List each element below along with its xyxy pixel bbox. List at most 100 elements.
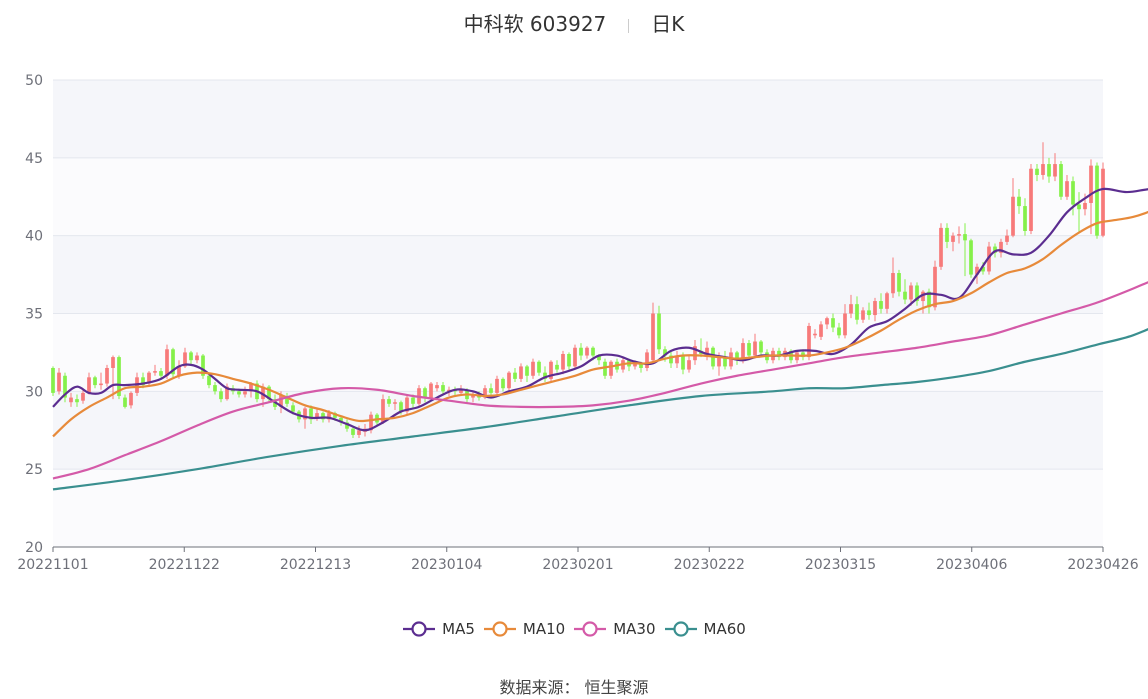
candle-body [597, 355, 601, 361]
candle-body [555, 364, 559, 370]
candle-body [345, 422, 349, 429]
candle-body [531, 361, 535, 376]
candle-body [705, 347, 709, 354]
candle-body [519, 366, 523, 379]
candle-body [957, 234, 961, 236]
candle-body [321, 413, 325, 420]
y-tick-label: 35 [25, 307, 43, 323]
candlestick-chart: 20 25 30 35 40 45 50 20221101 20221122 20221213 20… [17, 73, 1148, 573]
candle-body [867, 310, 871, 316]
candle-body [1101, 168, 1105, 236]
candle-body [291, 405, 295, 412]
candle-body [969, 240, 973, 275]
stock-name-code: 中科软 603927 [463, 12, 607, 36]
candle-body [111, 357, 115, 368]
candle-body [855, 304, 859, 320]
candle-body [435, 385, 439, 389]
candle-body [1041, 164, 1045, 175]
candle-body [669, 355, 673, 364]
x-tick-label: 20230315 [805, 557, 876, 573]
plot-band [53, 391, 1103, 470]
legend-label: MA10 [522, 620, 566, 638]
y-tick-label: 25 [25, 462, 43, 478]
candle-body [921, 291, 925, 302]
candle-body [825, 318, 829, 325]
candle-body [651, 313, 655, 361]
legend-line-circle-icon [574, 621, 607, 637]
candle-body [975, 266, 979, 275]
candle-body [303, 408, 307, 420]
candle-body [1005, 235, 1009, 242]
x-tick-label: 20221213 [280, 557, 351, 573]
candle-body [543, 372, 547, 379]
candle-body [831, 318, 835, 328]
candle-body [885, 293, 889, 309]
candle-body [423, 388, 427, 398]
candle-body [399, 402, 403, 412]
candle-body [753, 341, 757, 356]
candle-body [897, 273, 901, 292]
period-label: 日K [651, 12, 685, 36]
candle-body [411, 397, 415, 404]
candle-body [1059, 164, 1063, 197]
candle-body [105, 367, 109, 384]
candle-body [177, 366, 181, 376]
y-tick-label: 30 [25, 384, 43, 400]
candle-body [927, 291, 931, 308]
candle-body [633, 363, 637, 367]
candle-body [81, 392, 85, 401]
candle-body [507, 372, 511, 389]
x-tick-label: 20221101 [17, 557, 88, 573]
candle-body [909, 285, 913, 300]
candle-body [285, 396, 289, 404]
candle-body [471, 394, 475, 398]
candle-body [141, 377, 145, 386]
candle-body [687, 360, 691, 370]
ma-line-ma60 [52, 328, 1148, 491]
candle-body [183, 352, 187, 367]
candle-body [117, 357, 121, 397]
x-tick-label: 20221122 [149, 557, 220, 573]
candle-body [1029, 168, 1033, 231]
candle-body [159, 371, 163, 376]
candle-body [63, 375, 67, 398]
ma-line-ma30 [52, 281, 1148, 480]
candle-body [591, 347, 595, 356]
candle-body [681, 355, 685, 370]
y-tick-label: 50 [25, 73, 43, 89]
candle-body [549, 361, 553, 379]
candle-body [1071, 181, 1075, 205]
legend-item-ma30[interactable]: MA30 [573, 620, 656, 638]
candle-body [369, 414, 373, 431]
candle-body [717, 357, 721, 367]
legend-item-ma5[interactable]: MA5 [402, 620, 475, 638]
candle-body [837, 327, 841, 336]
candle-body [675, 355, 679, 364]
x-tick-label: 20230406 [936, 557, 1007, 573]
plot-band [53, 469, 1103, 547]
legend-line-circle-icon [664, 621, 697, 637]
candle-body [843, 313, 847, 336]
candle-body [153, 371, 157, 373]
candle-body [993, 246, 997, 253]
plot-band [53, 157, 1103, 236]
candle-body [51, 367, 55, 393]
candle-body [1083, 202, 1087, 210]
ma-line-ma5 [52, 187, 1148, 432]
plot-band [53, 80, 1103, 158]
candle-body [429, 383, 433, 398]
candle-body [561, 353, 565, 370]
candle-body [849, 304, 853, 314]
legend-item-ma10[interactable]: MA10 [483, 620, 565, 638]
candle-body [777, 350, 781, 358]
candle-body [879, 301, 883, 309]
candle-body [747, 343, 751, 356]
candle-body [939, 227, 943, 267]
candle-body [495, 378, 499, 393]
candle-body [207, 375, 211, 386]
legend-item-ma60[interactable]: MA60 [664, 620, 746, 638]
candle-body [1095, 165, 1099, 236]
legend-label: MA60 [703, 620, 746, 638]
candle-body [579, 347, 583, 356]
candle-body [381, 399, 385, 423]
